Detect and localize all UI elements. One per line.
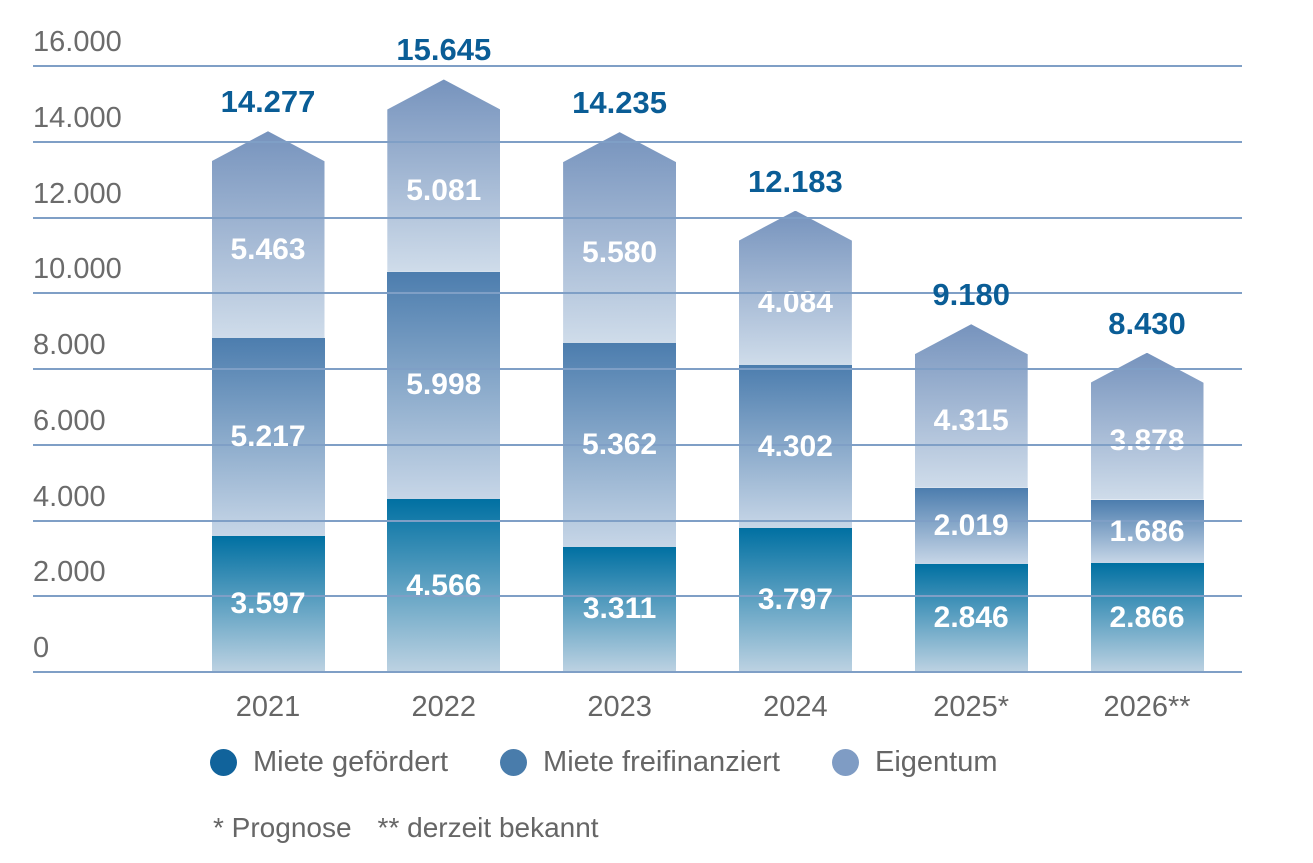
- segment-value-label: 1.686: [1109, 514, 1185, 548]
- bar-segment-miete-freifinanziert: 5.217: [211, 338, 325, 536]
- segment-value-label: 5.463: [230, 232, 306, 266]
- bar-column: 4.315 2.019 2.846: [914, 324, 1028, 672]
- footnote-derzeit-bekannt: ** derzeit bekannt: [377, 812, 599, 843]
- gridline: [33, 595, 1242, 598]
- y-axis-tick-label: 14.000: [33, 101, 122, 134]
- segment-value-label: 4.566: [406, 568, 482, 602]
- bar-total-label: 8.430: [1108, 305, 1186, 341]
- legend-dot-eigentum: [831, 749, 859, 776]
- y-axis-tick-label: 4.000: [33, 480, 106, 513]
- bar-column: 4.084 4.302 3.797: [738, 210, 852, 672]
- legend-dot-miete-freifinanziert: [500, 749, 528, 776]
- segment-value-label: 2.846: [933, 601, 1009, 635]
- y-axis-tick-label: 10.000: [33, 253, 122, 286]
- gridline: [33, 519, 1242, 522]
- bar-segment-miete-freifinanziert: 2.019: [914, 487, 1028, 565]
- footnote: * Prognose ** derzeit bekannt: [213, 812, 599, 844]
- legend-dot-miete-gefoerdert: [210, 749, 237, 776]
- legend-item-miete-freifinanziert: Miete freifinanziert: [500, 746, 780, 779]
- segment-value-label: 5.580: [582, 235, 658, 269]
- x-axis-year-label: 2021: [235, 691, 301, 723]
- x-axis-year-label: 2022: [411, 691, 477, 723]
- gridline: [33, 216, 1242, 219]
- gridline: [33, 140, 1242, 143]
- segment-value-label: 2.019: [933, 508, 1009, 542]
- y-axis-tick-label: 16.000: [33, 26, 122, 58]
- y-axis-tick-label: 6.000: [33, 404, 106, 437]
- bar-total-label: 14.235: [572, 85, 668, 121]
- bar-segment-miete-gefoerdert: 2.866: [1090, 563, 1204, 672]
- bar-total-label: 15.645: [396, 32, 492, 68]
- y-axis-tick-label: 8.000: [33, 329, 106, 361]
- bar-segment-eigentum: 5.463: [211, 131, 325, 339]
- legend-item-miete-gefoerdert: Miete gefördert: [210, 746, 448, 779]
- bar-segment-miete-freifinanziert: 5.998: [387, 271, 501, 500]
- segment-value-label: 2.866: [1109, 600, 1185, 634]
- gridline: [33, 671, 1242, 673]
- gridline: [33, 368, 1242, 370]
- bar-segment-eigentum: 4.315: [914, 324, 1028, 488]
- bar-segment-miete-gefoerdert: 3.597: [211, 535, 325, 672]
- bar-segment-eigentum: 5.081: [387, 79, 501, 272]
- gridline: [33, 65, 1242, 67]
- segment-value-label: 3.597: [230, 586, 306, 620]
- bar-column: 5.463 5.217 3.597: [211, 131, 325, 672]
- bar-column: 5.081 5.998 4.566: [387, 79, 501, 672]
- bar-total-label: 14.277: [220, 84, 316, 120]
- bar-segment-miete-freifinanziert: 4.302: [738, 365, 852, 529]
- bar-segment-miete-gefoerdert: 4.566: [387, 499, 501, 672]
- segment-value-label: 5.998: [406, 368, 482, 402]
- legend-label: Eigentum: [874, 746, 998, 778]
- segment-value-label: 5.081: [406, 173, 482, 207]
- bar-segment-eigentum: 4.084: [738, 210, 852, 366]
- x-axis-year-label: 2024: [763, 691, 828, 723]
- bar-segment-eigentum: 3.878: [1090, 352, 1204, 500]
- legend-label: Miete freifinanziert: [543, 746, 780, 778]
- gridline: [33, 292, 1242, 295]
- y-axis-tick-label: 2.000: [33, 556, 106, 589]
- legend: Miete gefördert Miete freifinanziert Eig…: [210, 746, 998, 779]
- bar-total-label: 9.180: [932, 277, 1010, 313]
- legend-label: Miete gefördert: [253, 746, 449, 778]
- bar-total-label: 12.183: [747, 163, 843, 199]
- legend-item-eigentum: Eigentum: [831, 746, 998, 779]
- segment-value-label: 5.362: [582, 428, 658, 462]
- bar-segment-eigentum: 5.580: [563, 132, 677, 344]
- segment-value-label: 3.311: [582, 592, 657, 626]
- footnote-prognose: * Prognose: [213, 812, 352, 843]
- segment-value-label: 4.302: [757, 429, 833, 463]
- segment-value-label: 3.797: [757, 583, 833, 617]
- bar-column: 5.580 5.362 3.311: [563, 132, 677, 672]
- bar-segment-miete-gefoerdert: 3.311: [563, 546, 677, 672]
- segment-value-label: 4.084: [757, 285, 833, 319]
- gridline: [33, 443, 1242, 446]
- bar-segment-miete-gefoerdert: 2.846: [914, 564, 1028, 672]
- x-axis-year-label: 2026**: [1103, 691, 1191, 723]
- x-axis-year-label: 2023: [587, 691, 652, 723]
- bar-column: 3.878 1.686 2.866: [1090, 352, 1204, 672]
- y-axis-tick-label: 12.000: [33, 177, 122, 210]
- bar-segment-miete-freifinanziert: 1.686: [1090, 499, 1204, 564]
- segment-value-label: 5.217: [230, 419, 306, 453]
- segment-value-label: 4.315: [933, 404, 1009, 437]
- x-axis-year-label: 2025*: [933, 691, 1010, 723]
- bar-segment-miete-gefoerdert: 3.797: [738, 528, 852, 672]
- segment-value-label: 3.878: [1109, 424, 1185, 458]
- y-axis-tick-label: 0: [33, 632, 50, 664]
